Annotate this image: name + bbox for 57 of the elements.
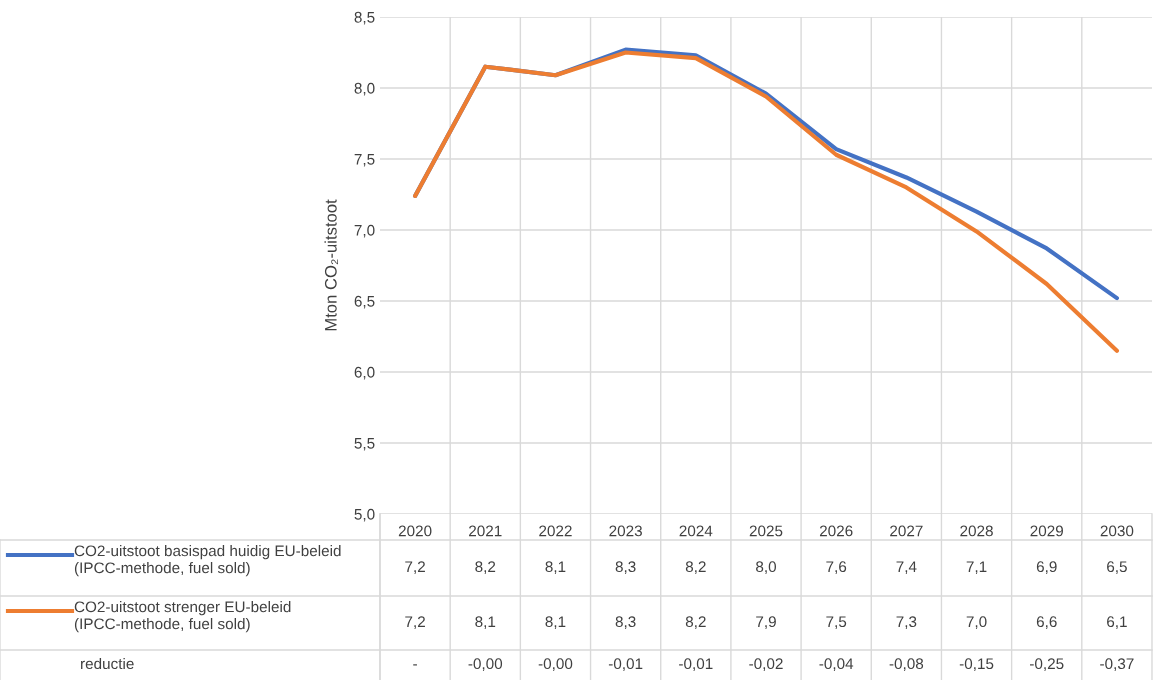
text: -0,01 [679, 658, 713, 671]
legend-label: CO2-uitstoot strenger EU-beleid (IPCC-methode, fuel sold) [74, 601, 291, 633]
data-label: 7,0 [966, 616, 987, 629]
data-label: 6,6 [1036, 616, 1057, 629]
data-label: 8,3 [615, 561, 636, 574]
y-axis-title: Mton CO₂-uitstoot [324, 199, 338, 331]
y-tick-label: 5,5 [354, 438, 375, 451]
y-tick-label: 7,0 [354, 224, 375, 238]
x-tick-label: 2027 [890, 525, 923, 537]
data-label: 7,6 [826, 561, 847, 574]
y-tick-label: 6,0 [354, 366, 375, 380]
data-label: 7,5 [826, 616, 847, 629]
data-label: 8,2 [685, 561, 706, 574]
data-label: 7,2 [405, 616, 425, 629]
x-tick-label: 2026 [819, 525, 853, 537]
y-tick-label: 6,5 [354, 295, 375, 309]
data-label: 6,5 [1107, 561, 1127, 574]
x-tick-label: 2028 [960, 525, 993, 537]
data-label: 7,2 [405, 561, 425, 574]
data-label: 7,4 [896, 561, 917, 574]
y-tick-label: 5,0 [354, 508, 375, 522]
x-tick-label: 2029 [1030, 525, 1063, 537]
text: -0,00 [468, 658, 503, 671]
x-tick-label: 2024 [679, 525, 713, 537]
text: -0,37 [1100, 658, 1134, 671]
y-tick-label: 8,5 [354, 11, 375, 25]
text: reductie [81, 657, 134, 670]
text: -0,01 [608, 658, 643, 671]
text: -0,00 [538, 658, 573, 671]
data-label: 6,1 [1107, 616, 1127, 629]
legend-label: CO2-uitstoot basispad huidig EU-beleid (IPCC-methode, fuel sold) [74, 545, 341, 577]
x-tick-label: 2022 [539, 525, 572, 537]
x-tick-label: 2025 [749, 525, 783, 537]
data-label: 7,1 [966, 561, 987, 574]
text: -0,08 [889, 658, 924, 671]
x-tick-label: 2020 [398, 525, 432, 537]
line-series [413, 50, 1119, 353]
data-label: 8,3 [615, 616, 636, 629]
text: -0,04 [819, 658, 854, 671]
text: - [413, 664, 417, 666]
data-label: 6,9 [1036, 561, 1057, 574]
x-tick-label: 2023 [609, 525, 642, 537]
data-label: 8,1 [475, 616, 496, 629]
text: -0,02 [749, 658, 783, 671]
y-tick-label: 7,5 [354, 154, 375, 167]
text: -0,15 [959, 658, 994, 671]
data-label: 8,1 [545, 561, 566, 574]
data-label: 7,3 [896, 616, 917, 629]
data-label: 8,1 [545, 616, 566, 629]
text: -0,25 [1030, 658, 1064, 671]
x-tick-label: 2030 [1100, 525, 1134, 537]
data-label: 7,9 [756, 616, 776, 629]
data-label: 8,2 [475, 561, 496, 574]
x-tick-label: 2021 [469, 525, 502, 537]
y-tick-label: 8,0 [354, 82, 375, 96]
data-label: 8,0 [756, 561, 777, 574]
data-label: 8,2 [685, 616, 706, 629]
